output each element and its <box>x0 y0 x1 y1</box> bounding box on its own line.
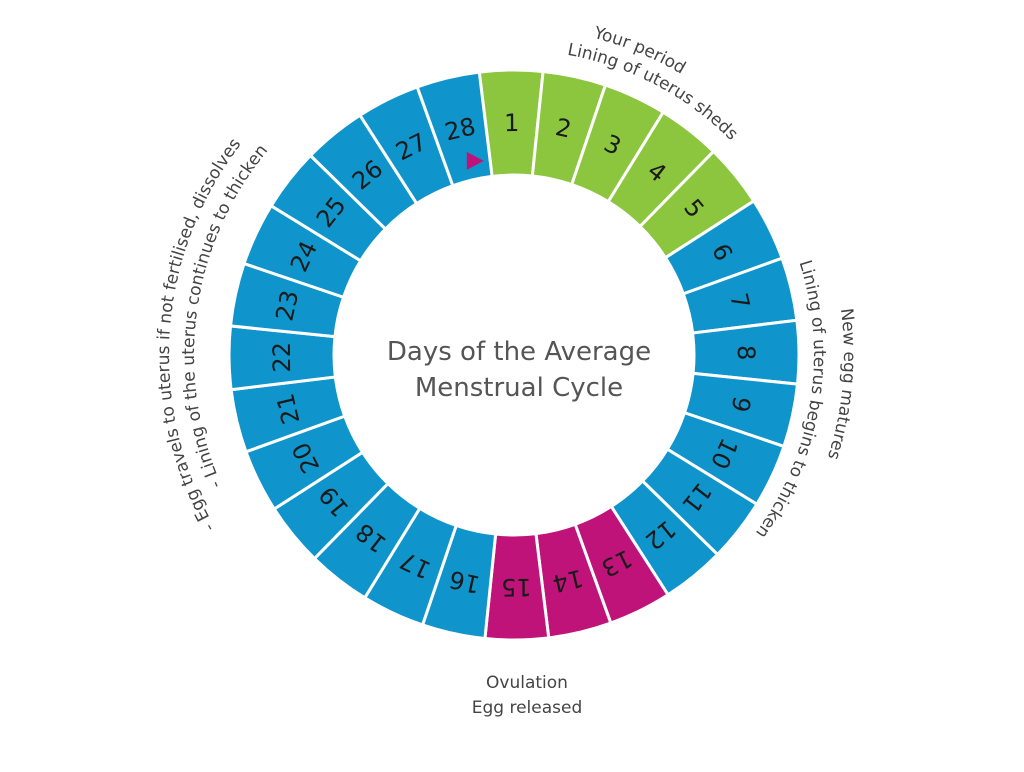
ovulation-label-line-2: Egg released <box>472 698 583 718</box>
marker-layer <box>466 151 484 170</box>
center-title-line-1: Days of the Average <box>387 337 651 367</box>
day-number-15: 15 <box>501 573 532 601</box>
cycle-start-marker-icon <box>466 151 484 170</box>
day-number-14: 14 <box>550 563 586 597</box>
center-title-line-2: Menstrual Cycle <box>415 373 623 403</box>
day-number-28: 28 <box>442 112 478 146</box>
day-number-9: 9 <box>725 394 756 415</box>
follicular-label-line-2: New egg matures <box>823 307 859 462</box>
day-number-16: 16 <box>447 565 483 599</box>
day-number-2: 2 <box>553 113 574 144</box>
day-number-21: 21 <box>271 391 305 427</box>
ovulation-label-line-1: Ovulation <box>486 673 568 693</box>
day-number-22: 22 <box>268 342 296 373</box>
day-number-8: 8 <box>732 345 760 361</box>
day-number-23: 23 <box>270 288 304 324</box>
day-number-7: 7 <box>724 290 755 311</box>
day-number-1: 1 <box>504 109 520 137</box>
